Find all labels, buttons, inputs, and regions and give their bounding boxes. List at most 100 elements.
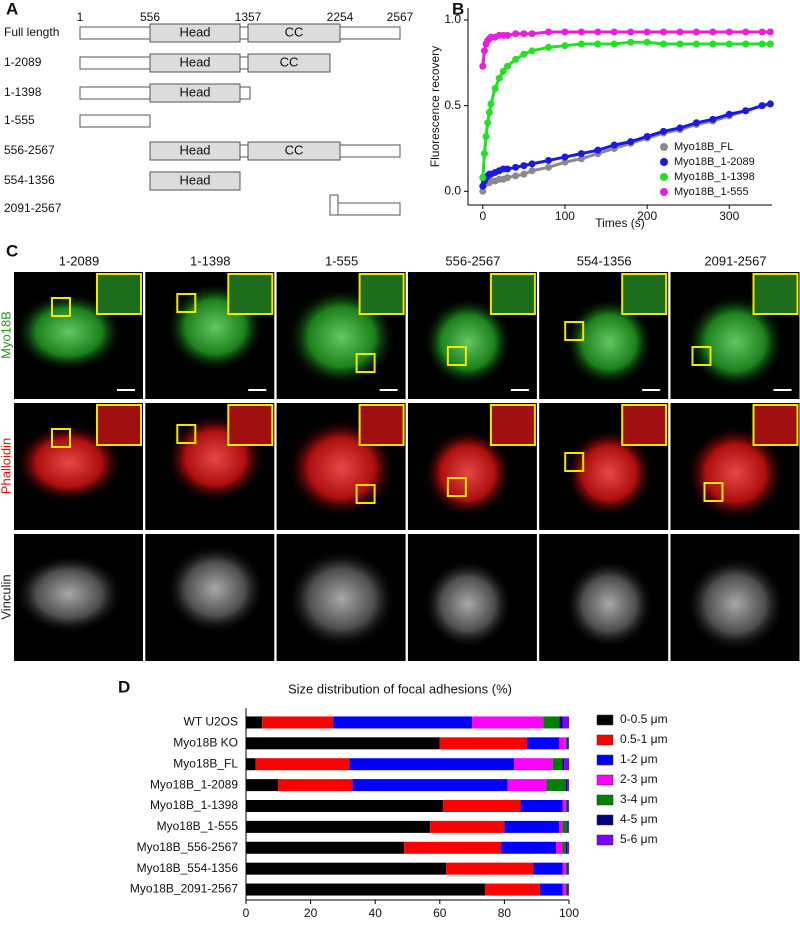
- domain-label: CC: [285, 24, 304, 39]
- domain-box: [247, 53, 331, 73]
- inset-zoom: [752, 273, 799, 315]
- bar-segment: [246, 758, 256, 771]
- domain-box: [247, 141, 341, 161]
- construct-name: 556-2567: [4, 143, 55, 157]
- data-point: [627, 28, 635, 36]
- data-point: [545, 28, 553, 36]
- bar-segment: [562, 883, 566, 896]
- category-label: Myo18B_FL: [173, 756, 238, 770]
- category-label: Myo18B_2091-2567: [130, 882, 238, 896]
- domain-box: [149, 23, 241, 43]
- bar-segment: [520, 800, 563, 812]
- data-point: [766, 40, 774, 48]
- inset-region: [703, 482, 724, 502]
- bar-segment: [565, 862, 568, 875]
- data-point: [766, 100, 774, 108]
- bar-segment: [565, 841, 568, 854]
- data-point: [643, 28, 651, 36]
- data-point: [643, 38, 651, 46]
- column-header: 1-1398: [190, 253, 230, 268]
- bar-segment: [562, 841, 566, 854]
- data-point: [594, 146, 602, 154]
- bar-segment: [568, 820, 569, 833]
- position-label: 1: [77, 10, 84, 24]
- bar-segment: [246, 716, 263, 729]
- inset-region: [51, 297, 71, 317]
- row-label: Vinculin: [0, 574, 13, 619]
- column-header: 556-2567: [445, 253, 500, 268]
- data-point: [742, 40, 750, 48]
- data-point: [479, 187, 487, 195]
- cell-signal: [685, 556, 786, 652]
- data-point: [503, 62, 511, 70]
- bar-segment: [562, 758, 565, 771]
- data-point: [676, 28, 684, 36]
- data-point: [528, 47, 536, 55]
- inset-zoom: [96, 273, 142, 315]
- bar-segment: [485, 883, 540, 896]
- legend-label: 3-4 μm: [620, 792, 658, 806]
- inset-region: [446, 346, 467, 366]
- column-header: 1-555: [325, 253, 358, 268]
- bar-segment: [568, 883, 569, 896]
- domain-label: CC: [280, 54, 299, 69]
- data-point: [594, 40, 602, 48]
- bar-segment: [565, 883, 568, 896]
- construct-name: Full length: [4, 25, 59, 39]
- x-tick-label: 100: [559, 906, 579, 920]
- data-point: [709, 28, 717, 36]
- bar-segment: [559, 737, 566, 750]
- column-header: 2091-2567: [704, 253, 766, 268]
- domain-box: [247, 23, 341, 43]
- data-point: [528, 30, 536, 38]
- construct-name: 2091-2567: [4, 201, 62, 215]
- bar-segment: [404, 841, 502, 854]
- data-point: [692, 40, 700, 48]
- bar-segment: [567, 841, 569, 854]
- legend-label: Myo18B_1-555: [674, 186, 749, 198]
- data-point: [766, 28, 774, 36]
- inset-zoom: [621, 273, 668, 315]
- legend-swatch: [596, 754, 614, 766]
- row-label: Myo18B: [0, 311, 13, 359]
- bar-segment: [559, 716, 563, 729]
- bar-segment: [552, 758, 563, 771]
- series-line: [481, 40, 771, 178]
- data-point: [512, 172, 520, 180]
- bar-segment: [567, 883, 569, 896]
- column-header: 1-2089: [59, 253, 99, 268]
- bar-segment: [278, 779, 353, 792]
- data-point: [610, 141, 618, 149]
- data-point: [503, 165, 511, 173]
- y-axis-label: Fluorescence recovery: [428, 46, 442, 167]
- domain-label: Head: [179, 24, 210, 39]
- construct-bar: [79, 114, 151, 128]
- data-point: [520, 162, 528, 170]
- inset-zoom: [358, 404, 405, 446]
- x-tick-label: 0: [243, 906, 250, 920]
- column-header: 554-1356: [577, 253, 632, 268]
- inset-region: [564, 452, 585, 472]
- domain-box: [149, 141, 241, 161]
- data-point: [725, 40, 733, 48]
- bar-segment: [568, 737, 569, 750]
- legend-swatch: [596, 734, 614, 746]
- panel-label: C: [6, 241, 18, 260]
- data-point: [610, 28, 618, 36]
- inset-region: [355, 484, 376, 504]
- legend-label: 1-2 μm: [620, 752, 658, 766]
- bar-segment: [543, 716, 560, 729]
- data-point: [520, 50, 528, 58]
- data-point: [512, 30, 520, 38]
- bar-segment: [567, 800, 569, 812]
- bar-segment: [246, 862, 447, 875]
- category-label: Myo18B_1-1398: [150, 798, 238, 812]
- cell-signal: [685, 425, 786, 521]
- data-point: [692, 28, 700, 36]
- inset-region: [691, 346, 712, 366]
- data-point: [709, 40, 717, 48]
- data-point: [484, 119, 492, 127]
- bar-segment: [539, 883, 563, 896]
- bar-segment: [567, 779, 569, 792]
